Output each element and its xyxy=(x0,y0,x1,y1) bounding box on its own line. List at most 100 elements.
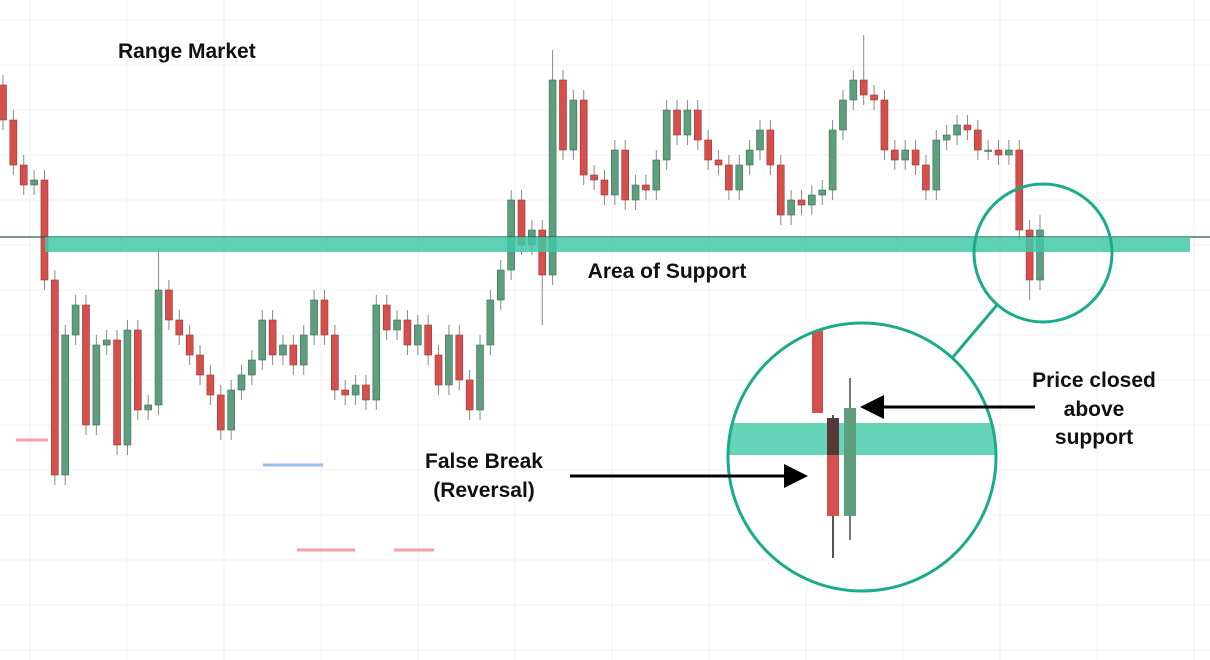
candle-body xyxy=(942,134,951,141)
candle-body xyxy=(82,304,90,426)
candle-body xyxy=(496,269,505,301)
zoom-inset xyxy=(726,182,1114,593)
connector xyxy=(951,304,999,358)
candle-body xyxy=(745,149,754,166)
candle-body xyxy=(963,124,972,131)
candle-body xyxy=(372,304,381,401)
candle-body xyxy=(693,109,702,141)
candle-body xyxy=(455,334,464,381)
candle-body xyxy=(310,299,318,336)
candle-body xyxy=(351,384,360,396)
candle-body xyxy=(891,149,899,161)
candle-body xyxy=(289,344,298,366)
candle-body xyxy=(71,304,80,336)
candle-body xyxy=(258,319,267,361)
candle-body xyxy=(123,329,132,446)
candle-body xyxy=(932,139,941,191)
candle-body xyxy=(756,129,764,151)
candle-body xyxy=(382,304,391,331)
candle-body xyxy=(787,199,795,216)
candle-body xyxy=(486,299,495,346)
candle-body xyxy=(600,179,609,196)
candle-body xyxy=(51,279,59,476)
candle-body xyxy=(248,359,256,376)
candle-body xyxy=(808,194,816,206)
candle-body xyxy=(984,149,992,152)
candle-body xyxy=(631,184,640,201)
candle-body xyxy=(341,389,350,396)
annotation: Price closed xyxy=(1032,369,1156,392)
candle-body xyxy=(673,109,681,136)
candle-body xyxy=(434,354,443,386)
candle-body xyxy=(279,344,287,356)
candle-body xyxy=(134,329,142,411)
candle-body xyxy=(61,334,70,476)
candle-body xyxy=(776,164,785,216)
candle-body xyxy=(818,189,827,196)
candle-body xyxy=(19,164,28,186)
zoom-candle xyxy=(827,418,839,455)
annotation: Area of Support xyxy=(588,260,747,283)
candle-body xyxy=(859,79,868,96)
candle-body xyxy=(559,79,567,151)
candle-body xyxy=(735,164,744,191)
zoom-circle xyxy=(726,321,998,593)
candle-body xyxy=(237,374,246,391)
candle-body xyxy=(445,334,453,386)
candle-body xyxy=(621,149,630,201)
candle-body xyxy=(839,99,847,131)
support-zone xyxy=(45,237,1190,252)
zoom-bg xyxy=(728,323,996,591)
annotation: False Break xyxy=(425,450,543,473)
candle-body xyxy=(92,344,101,426)
candle-body xyxy=(870,94,878,101)
candle-body xyxy=(766,129,775,166)
candle-body xyxy=(911,149,920,166)
candle-body xyxy=(1036,229,1044,281)
candle-body xyxy=(507,199,515,271)
candle-body xyxy=(683,109,692,136)
candle-body xyxy=(901,149,909,161)
candle-body xyxy=(0,84,7,121)
candle-body xyxy=(102,339,111,346)
candle-body xyxy=(994,149,1003,156)
candle-body xyxy=(331,334,339,391)
candle-body xyxy=(227,389,235,431)
candle-body xyxy=(849,79,858,101)
candle-body xyxy=(30,179,38,186)
candle-body xyxy=(642,184,650,191)
candle-body xyxy=(548,79,557,276)
candle-body xyxy=(413,324,422,346)
plot xyxy=(0,35,1210,485)
candle-body xyxy=(424,324,432,356)
annotation: support xyxy=(1055,426,1133,449)
candle-body xyxy=(828,129,837,191)
candle-body xyxy=(973,129,982,151)
candle-body xyxy=(1025,229,1034,281)
candle-body xyxy=(113,339,121,446)
candle-body xyxy=(268,319,277,356)
candle-body xyxy=(40,179,49,281)
candle-body xyxy=(476,344,484,411)
candle-body xyxy=(611,149,619,196)
candle-body xyxy=(922,164,930,191)
chart-title: Range Market xyxy=(118,40,256,63)
candle-body xyxy=(880,99,889,151)
candle-body xyxy=(196,354,204,376)
candle-body xyxy=(403,319,412,346)
annotation: above xyxy=(1064,398,1125,421)
focus-circle xyxy=(972,182,1114,324)
candle-body xyxy=(725,164,733,191)
candle-body xyxy=(185,334,194,356)
candle-body xyxy=(704,139,712,161)
candle-body xyxy=(662,109,671,161)
zoom-candle xyxy=(812,323,823,413)
candle-body xyxy=(165,289,173,321)
candle-body xyxy=(579,99,588,176)
candle-body xyxy=(538,229,547,276)
candle-body xyxy=(590,174,598,181)
candle-body xyxy=(465,379,474,411)
